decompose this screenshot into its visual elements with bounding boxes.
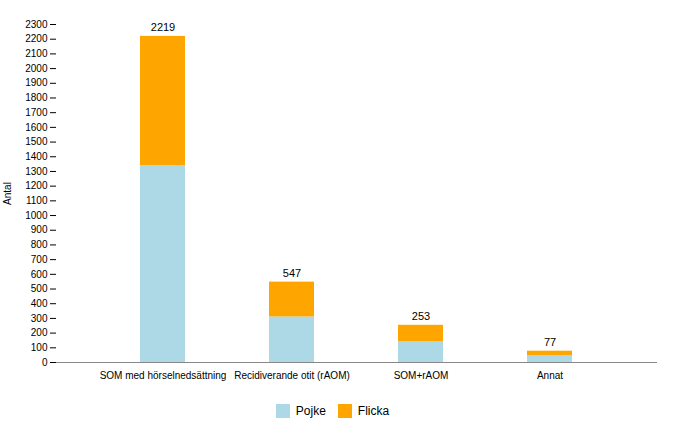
svg-text:0: 0 (42, 357, 48, 368)
svg-text:800: 800 (31, 239, 48, 250)
svg-text:1400: 1400 (25, 151, 48, 162)
svg-text:100: 100 (31, 342, 48, 353)
svg-text:SOM med hörselnedsättning: SOM med hörselnedsättning (100, 370, 227, 381)
svg-text:900: 900 (31, 224, 48, 235)
svg-text:253: 253 (412, 310, 430, 322)
svg-text:SOM+rAOM: SOM+rAOM (394, 370, 449, 381)
svg-text:1100: 1100 (26, 195, 48, 206)
svg-text:700: 700 (31, 254, 48, 265)
html-text:Pojke: Pojke (295, 403, 326, 418)
svg-text:1800: 1800 (25, 92, 48, 103)
svg-text:1600: 1600 (25, 122, 48, 133)
svg-text:2000: 2000 (25, 63, 48, 74)
svg-text:77: 77 (544, 336, 556, 348)
svg-text:2219: 2219 (151, 21, 175, 33)
html-text:Flicka: Flicka (357, 403, 390, 418)
svg-text:1200: 1200 (25, 180, 48, 191)
svg-text:300: 300 (31, 313, 48, 324)
svg-text:500: 500 (31, 283, 48, 294)
svg-text:1000: 1000 (25, 210, 48, 221)
svg-text:200: 200 (31, 327, 48, 338)
svg-text:547: 547 (283, 267, 301, 279)
svg-text:1300: 1300 (25, 166, 48, 177)
svg-text:Antal: Antal (2, 182, 13, 205)
svg-text:1900: 1900 (25, 77, 48, 88)
svg-text:400: 400 (31, 298, 48, 309)
svg-text:2100: 2100 (25, 48, 48, 59)
svg-text:Annat: Annat (537, 370, 563, 381)
svg-text:1500: 1500 (25, 136, 48, 147)
svg-text:1700: 1700 (25, 107, 48, 118)
svg-text:600: 600 (31, 269, 48, 280)
svg-text:2300: 2300 (25, 19, 48, 30)
svg-text:Recidiverande otit (rAOM): Recidiverande otit (rAOM) (234, 370, 350, 381)
svg-text:2200: 2200 (25, 33, 48, 44)
